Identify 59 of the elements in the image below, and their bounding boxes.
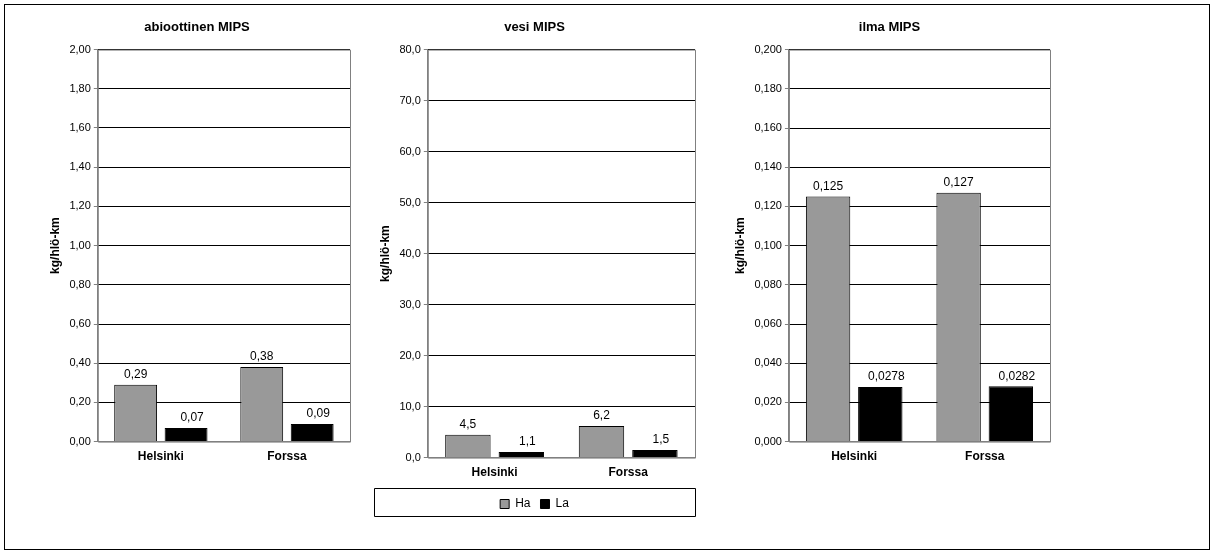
y-tick-label: 0,80 [69, 277, 91, 290]
y-tick-label: 20,0 [399, 348, 421, 361]
y-tick-label: 0,20 [69, 395, 91, 408]
y-tick-label: 0,0 [405, 450, 421, 463]
y-tick-label: 0,000 [754, 434, 782, 447]
y-tick-label: 0,160 [754, 121, 782, 134]
data-label: 0,38 [250, 349, 274, 364]
y-tick-label: 40,0 [399, 246, 421, 259]
data-label: 0,0278 [867, 369, 905, 384]
bar [290, 423, 334, 442]
y-tick-label: 0,200 [754, 42, 782, 55]
chart-title: abioottinen MIPS [144, 19, 251, 35]
y-tick-label: 1,40 [69, 160, 91, 173]
y-tick-label: 0,120 [754, 199, 782, 212]
y-tick-label: 0,40 [69, 356, 91, 369]
y-tick-label: 1,60 [69, 121, 91, 134]
y-tick-label: 10,0 [399, 399, 421, 412]
y-tick-label: 50,0 [399, 195, 421, 208]
data-label: 0,09 [306, 406, 331, 421]
x-tick-label: Forssa [965, 449, 1005, 464]
x-tick-label: Helsinki [831, 449, 878, 464]
y-tick-label: 1,00 [69, 238, 91, 251]
y-tick-label: 1,80 [69, 81, 91, 94]
data-label: 0,127 [943, 174, 974, 189]
data-label: 4,5 [459, 416, 477, 431]
x-tick-label: Forssa [608, 465, 649, 480]
y-tick-label: 30,0 [399, 297, 421, 310]
y-tick-label: 0,100 [754, 238, 782, 251]
data-label: 6,2 [593, 408, 611, 423]
chart-title: ilma MIPS [858, 19, 921, 35]
bar [164, 427, 208, 442]
x-tick-label: Helsinki [137, 449, 184, 464]
y-tick-label: 0,040 [754, 356, 782, 369]
y-tick-label: 0,060 [754, 317, 782, 330]
y-tick-label: 60,0 [399, 144, 421, 157]
y-tick-label: 70,0 [399, 93, 421, 106]
y-tick-label: 0,140 [754, 160, 782, 173]
data-label: 0,07 [180, 410, 205, 425]
data-label: 1,1 [518, 434, 536, 449]
data-label: 0,125 [813, 178, 844, 193]
y-tick-label: 1,20 [69, 199, 91, 212]
data-label: 0,0282 [998, 368, 1036, 383]
y-tick-label: 0,00 [69, 434, 91, 447]
y-axis-title: kg/hlö-km [377, 225, 392, 282]
legend-label: La [555, 496, 570, 511]
x-tick-label: Forssa [267, 449, 307, 464]
y-tick-label: 0,60 [69, 317, 91, 330]
y-tick-label: 0,020 [754, 395, 782, 408]
x-tick-label: Helsinki [471, 465, 518, 480]
y-tick-label: 2,00 [69, 42, 91, 55]
y-tick-label: 80,0 [399, 42, 421, 55]
y-tick-label: 0,180 [754, 81, 782, 94]
legend-label: Ha [515, 496, 531, 511]
y-axis-title: kg/hlö-km [732, 217, 747, 274]
y-tick-label: 0,080 [754, 277, 782, 290]
data-label: 1,5 [652, 432, 670, 447]
chart-title: vesi MIPS [504, 19, 566, 35]
data-label: 0,29 [123, 367, 148, 382]
y-axis-title: kg/hlö-km [47, 217, 62, 274]
